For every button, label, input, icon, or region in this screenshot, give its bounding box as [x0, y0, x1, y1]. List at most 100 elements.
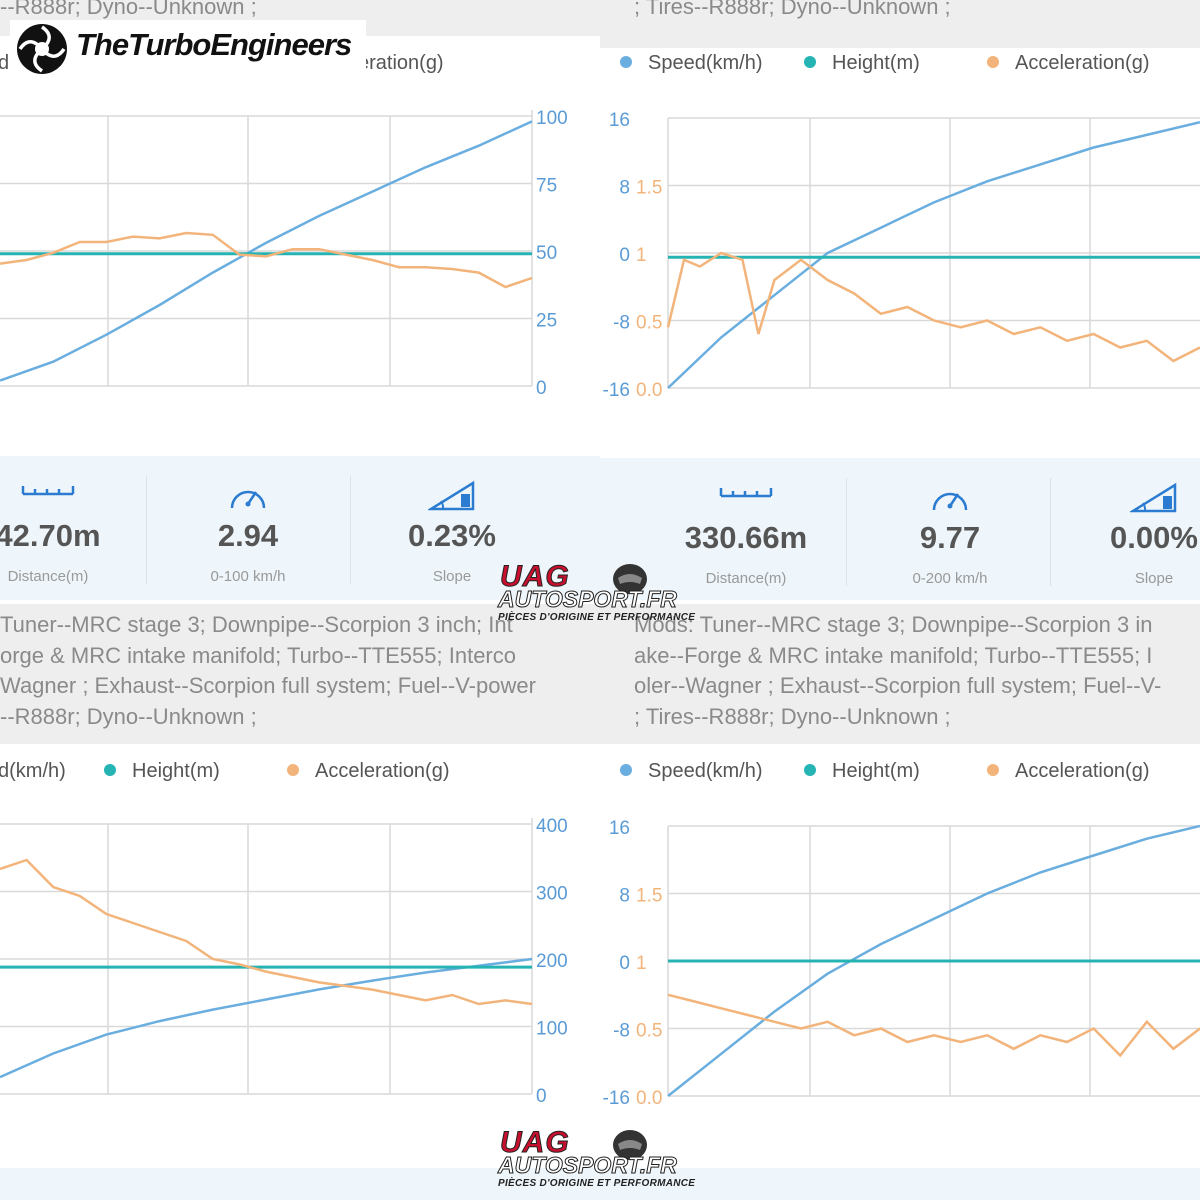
- watermark-text: TheTurboEngineers: [76, 27, 352, 62]
- stamp-main: UAG: [500, 560, 570, 594]
- helmet-icon: [613, 564, 647, 594]
- tick-label: 50: [536, 243, 557, 264]
- slope-icon: [428, 480, 475, 511]
- legend-acceleration[interactable]: Acceleration(g): [987, 52, 1150, 75]
- stat-accel-time-value: 9.77: [919, 520, 981, 555]
- tick-label: -16: [603, 380, 630, 401]
- tick-label: 0.0: [636, 380, 662, 401]
- legend-speed[interactable]: d(km/h): [0, 760, 66, 783]
- legend-acceleration-label: Acceleration(g): [1015, 760, 1150, 782]
- legend-acceleration[interactable]: Acceleration(g): [287, 760, 450, 783]
- tick-label: 75: [536, 176, 557, 197]
- turbo-logo-icon: [17, 24, 67, 74]
- mods-line: orge & MRC intake manifold; Turbo--TTE55…: [0, 642, 516, 668]
- gauge-icon: [932, 492, 968, 511]
- stat-distance-label: Distance(m): [705, 570, 787, 587]
- tick-label: 1.5: [636, 178, 662, 199]
- legend-acceleration-dot: [287, 763, 299, 776]
- panel-top-left: --R888r; Dyno--Unknown ; d( eration(g) 1…: [0, 0, 600, 600]
- speed-chart-bottom-right: 16 8 0 -8 -16 1.5 1 0.5 0.0: [603, 818, 1200, 1109]
- series-line: [667, 824, 1200, 1097]
- mods-line: Mods: Tuner--MRC stage 3; Downpipe--Scor…: [634, 612, 1153, 637]
- tick-label: 1.5: [636, 886, 662, 907]
- tick-label: 100: [536, 1019, 568, 1040]
- series-line: [666, 251, 1200, 363]
- speed-chart-top-right: 16 8 0 -8 -16 1.5 1 0.5 0.0: [603, 110, 1200, 401]
- legend-speed-label: Speed(km/h): [648, 760, 763, 782]
- speed-chart-bottom-left: 400 300 200 100 0: [0, 816, 568, 1107]
- legend-acceleration-dot: [987, 763, 999, 776]
- gridlines: [0, 818, 533, 1095]
- tick-label: 0.5: [636, 313, 662, 334]
- stamp-site: AUTOSPORT.FR: [498, 586, 678, 613]
- uag-autosport-stamp: UAG AUTOSPORT.FR PIÈCES D'ORIGINE ET PER…: [498, 1126, 718, 1194]
- series-line: [0, 231, 533, 289]
- divider: [846, 478, 847, 586]
- stamp-site: AUTOSPORT.FR: [498, 1152, 678, 1179]
- mods-line: --R888r; Dyno--Unknown ;: [0, 0, 257, 19]
- gridlines: [0, 110, 533, 387]
- stat-distance-label: Distance(m): [7, 568, 89, 585]
- legend-speed[interactable]: Speed(km/h): [620, 52, 763, 75]
- divider: [1050, 478, 1051, 586]
- legend-height[interactable]: Height(m): [804, 760, 920, 783]
- legend-acceleration-label: eration(g): [358, 52, 444, 74]
- legend-speed[interactable]: Speed(km/h): [620, 760, 763, 783]
- ruler-icon: [719, 488, 773, 498]
- legend-height-label: Height(m): [132, 760, 220, 782]
- series-line: [0, 957, 533, 1079]
- legend-height[interactable]: Height(m): [104, 760, 220, 783]
- divider: [146, 476, 147, 584]
- mods-line: ; Tires--R888r; Dyno--Unknown ;: [634, 0, 951, 19]
- legend-speed-label: Speed(km/h): [648, 52, 763, 74]
- mods-line: ; Tires--R888r; Dyno--Unknown ;: [634, 703, 951, 729]
- tick-label: 8: [619, 178, 630, 199]
- tick-label: 1: [636, 245, 647, 266]
- stat-slope-label: Slope: [1134, 570, 1174, 587]
- legend-acceleration[interactable]: Acceleration(g): [987, 760, 1150, 783]
- mods-line: oler--Wagner ; Exhaust--Scorpion full sy…: [634, 673, 1162, 698]
- stat-distance-value: 42.70m: [0, 518, 101, 553]
- stat-slope-label: Slope: [432, 568, 472, 585]
- tick-label: 0: [619, 245, 630, 266]
- panel-bottom-right: Mods: Tuner--MRC stage 3; Downpipe--Scor…: [600, 600, 1200, 1200]
- legend-height-label: Height(m): [832, 760, 920, 782]
- stat-distance: 42.70m Distance(m): [0, 456, 148, 600]
- legend-acceleration-label: Acceleration(g): [1015, 52, 1150, 74]
- legend-acceleration[interactable]: eration(g): [358, 52, 444, 75]
- legend-height-dot: [804, 763, 816, 776]
- tick-label: -16: [603, 1088, 630, 1109]
- stat-slope: 0.00% Slope: [1054, 458, 1200, 600]
- stamp-tagline: PIÈCES D'ORIGINE ET PERFORMANCE: [498, 1178, 696, 1189]
- tick-label: 300: [536, 884, 568, 905]
- tick-label: 16: [609, 818, 630, 839]
- stats-bar: 330.66m Distance(m) 9.77 0-200 km/h 0.00…: [600, 458, 1200, 600]
- mods-text: Tuner--MRC stage 3; Downpipe--Scorpion 3…: [0, 604, 600, 744]
- tick-label: 1: [636, 953, 647, 974]
- series-line: [0, 120, 533, 382]
- mods-text: Mods: Tuner--MRC stage 3; Downpipe--Scor…: [600, 604, 1200, 744]
- legend-height-label: Height(m): [832, 52, 920, 74]
- tick-label: 0: [536, 1086, 547, 1107]
- legend-acceleration-dot: [987, 55, 999, 68]
- stamp-main: UAG: [500, 1126, 570, 1160]
- series-line: [0, 858, 533, 1006]
- ruler-icon: [21, 486, 75, 496]
- tick-label: 16: [609, 110, 630, 131]
- mods-line: --R888r; Dyno--Unknown ;: [0, 703, 257, 729]
- tick-label: 0.5: [636, 1021, 662, 1042]
- legend-height[interactable]: Height(m): [804, 52, 920, 75]
- divider: [350, 476, 351, 584]
- speed-chart-top-left: 100 75 50 25 0: [0, 108, 568, 399]
- legend-speed-dot: [620, 763, 632, 776]
- stat-distance-value: 330.66m: [684, 520, 808, 555]
- turbo-engineers-watermark: TheTurboEngineers: [10, 20, 366, 78]
- legend-height-dot: [104, 763, 116, 776]
- gauge-icon: [230, 490, 266, 509]
- stat-slope-value: 0.00%: [1110, 520, 1198, 555]
- tick-label: 8: [619, 886, 630, 907]
- chart-legend: d(km/h) Height(m) Acceleration(g): [0, 760, 600, 786]
- tick-label: 25: [536, 311, 557, 332]
- gridlines: [667, 117, 1200, 389]
- chart-legend: Speed(km/h) Height(m) Acceleration(g): [600, 760, 1200, 786]
